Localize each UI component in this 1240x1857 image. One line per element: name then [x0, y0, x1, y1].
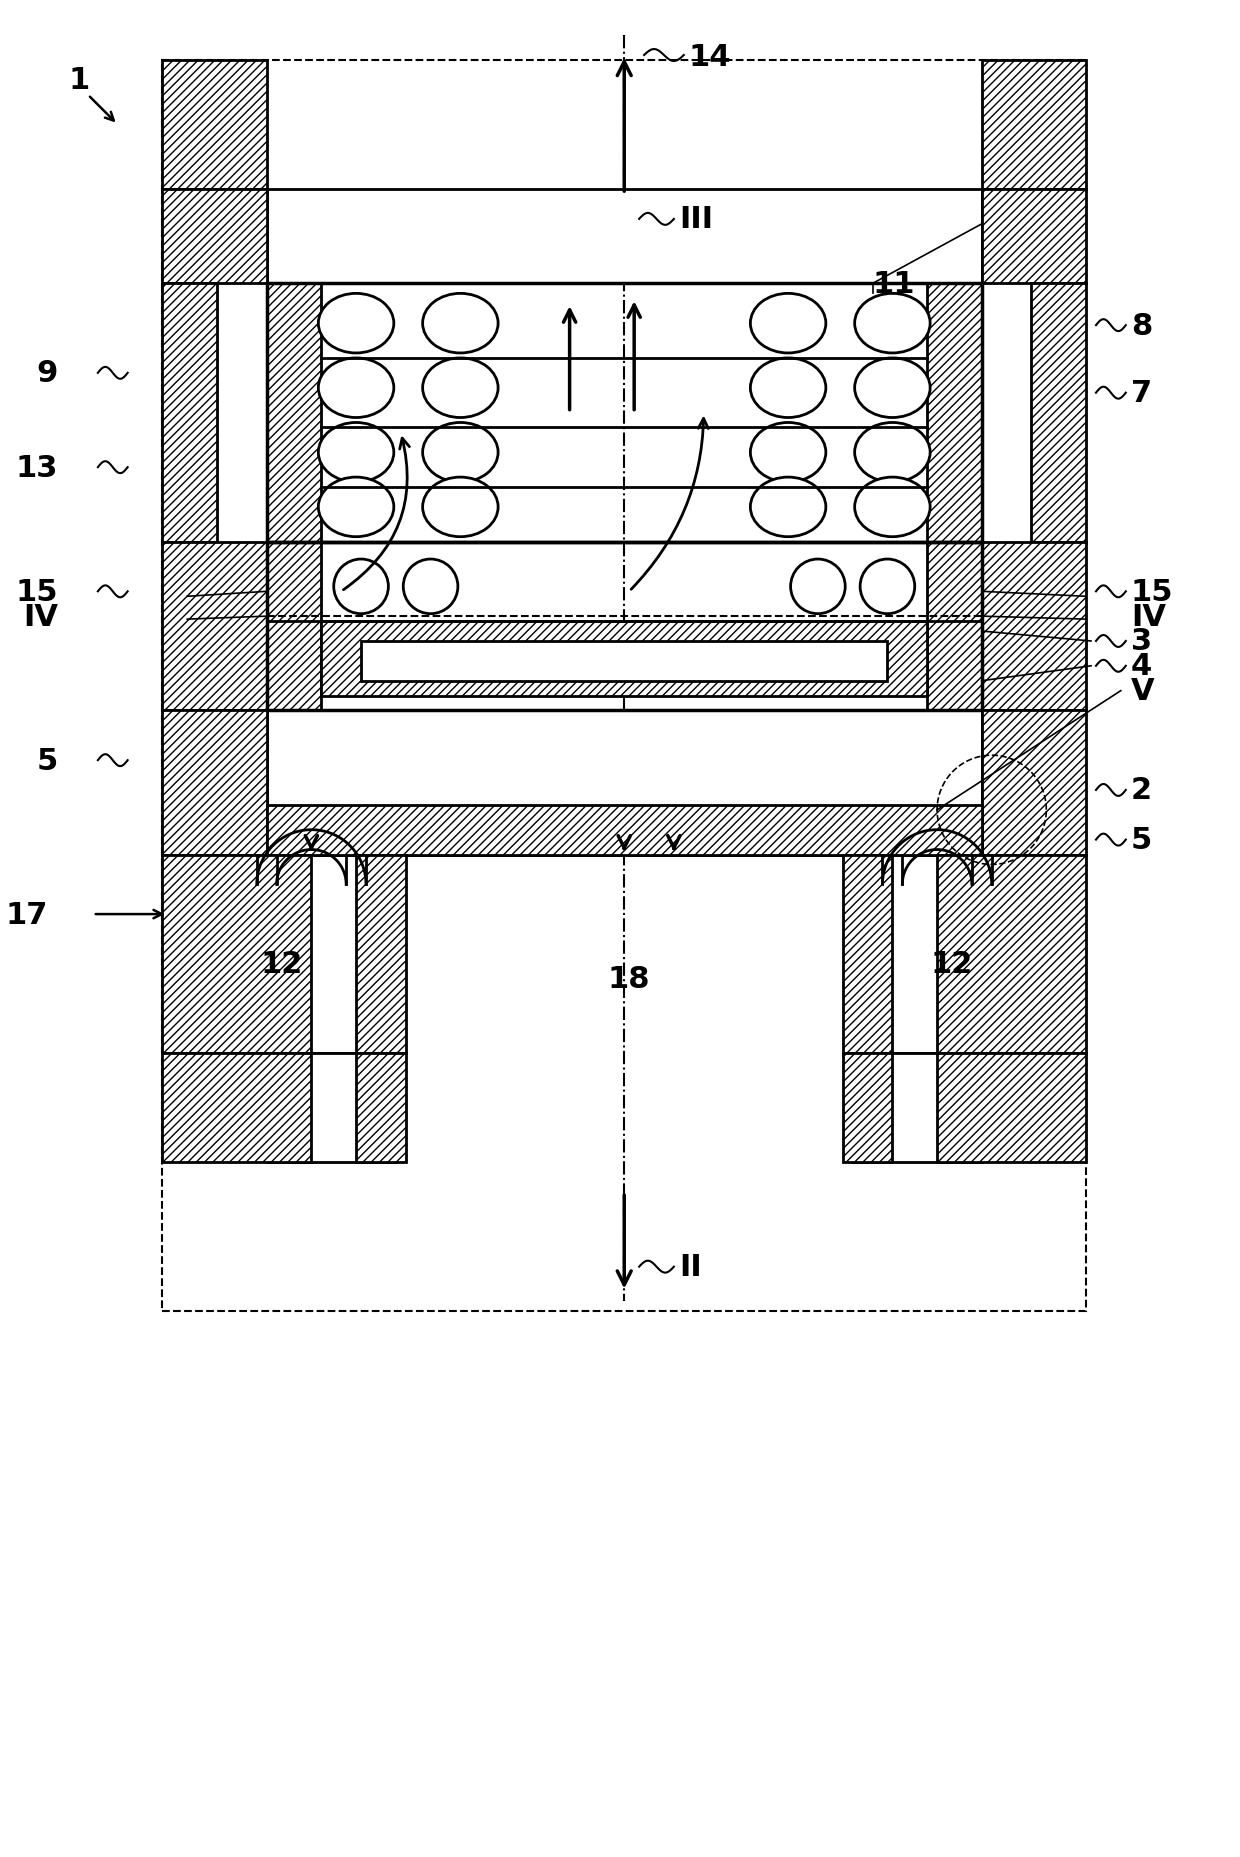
Bar	[937, 854, 1086, 1053]
Bar	[267, 854, 396, 1053]
Text: 15: 15	[1131, 578, 1173, 607]
Text: 18: 18	[608, 964, 651, 993]
Bar	[162, 61, 1086, 1311]
Text: 2: 2	[1131, 776, 1152, 806]
Text: 3: 3	[1131, 628, 1152, 656]
Bar	[162, 61, 267, 189]
Ellipse shape	[750, 477, 826, 537]
Ellipse shape	[319, 293, 394, 355]
Ellipse shape	[750, 358, 826, 418]
Ellipse shape	[334, 559, 388, 615]
Ellipse shape	[423, 358, 498, 418]
Bar	[267, 542, 321, 711]
Text: 13: 13	[16, 453, 58, 483]
Text: 1: 1	[68, 67, 89, 95]
Bar	[937, 1053, 1086, 1162]
Text: IV: IV	[24, 602, 58, 631]
Bar	[162, 189, 267, 284]
Ellipse shape	[854, 293, 930, 355]
Text: 12: 12	[931, 949, 973, 979]
Bar	[162, 284, 217, 542]
Bar	[267, 711, 982, 854]
Bar	[982, 711, 1086, 854]
Ellipse shape	[423, 477, 498, 537]
Text: IV: IV	[1131, 602, 1166, 631]
Ellipse shape	[791, 559, 846, 615]
Ellipse shape	[854, 358, 930, 418]
Bar	[853, 1053, 982, 1162]
Text: 9: 9	[37, 358, 58, 388]
Text: 4: 4	[1131, 652, 1152, 682]
Bar	[267, 284, 982, 542]
Text: 8: 8	[1131, 312, 1152, 340]
Ellipse shape	[854, 477, 930, 537]
Bar	[356, 1053, 405, 1162]
Bar	[982, 542, 1086, 711]
Ellipse shape	[423, 423, 498, 483]
Bar	[1032, 284, 1086, 542]
Bar	[928, 542, 982, 711]
Bar	[162, 711, 267, 854]
Bar	[843, 854, 893, 1053]
Ellipse shape	[750, 423, 826, 483]
Text: 11: 11	[873, 269, 915, 299]
Bar	[162, 542, 267, 711]
Text: III: III	[678, 206, 713, 234]
Text: 17: 17	[6, 901, 48, 928]
Ellipse shape	[319, 358, 394, 418]
Text: 14: 14	[688, 43, 732, 72]
Ellipse shape	[403, 559, 458, 615]
Ellipse shape	[423, 293, 498, 355]
Bar	[267, 806, 982, 854]
Text: II: II	[678, 1252, 702, 1281]
Bar	[356, 854, 405, 1053]
Bar	[928, 284, 982, 542]
Bar	[267, 189, 982, 284]
Ellipse shape	[854, 423, 930, 483]
Bar	[267, 1053, 396, 1162]
Bar	[361, 643, 888, 682]
Bar	[853, 854, 982, 1053]
Ellipse shape	[750, 293, 826, 355]
Text: 7: 7	[1131, 379, 1152, 409]
Bar	[267, 284, 321, 542]
Ellipse shape	[319, 423, 394, 483]
Text: V: V	[1131, 676, 1154, 706]
Text: 5: 5	[37, 747, 58, 774]
Text: 12: 12	[260, 949, 303, 979]
Bar	[982, 189, 1086, 284]
Bar	[267, 542, 982, 711]
Bar	[162, 1053, 311, 1162]
Bar	[843, 1053, 893, 1162]
Text: 5: 5	[1131, 826, 1152, 854]
Ellipse shape	[861, 559, 915, 615]
Text: 15: 15	[16, 578, 58, 607]
Bar	[982, 61, 1086, 189]
Ellipse shape	[319, 477, 394, 537]
Bar	[321, 622, 928, 696]
Bar	[162, 854, 311, 1053]
